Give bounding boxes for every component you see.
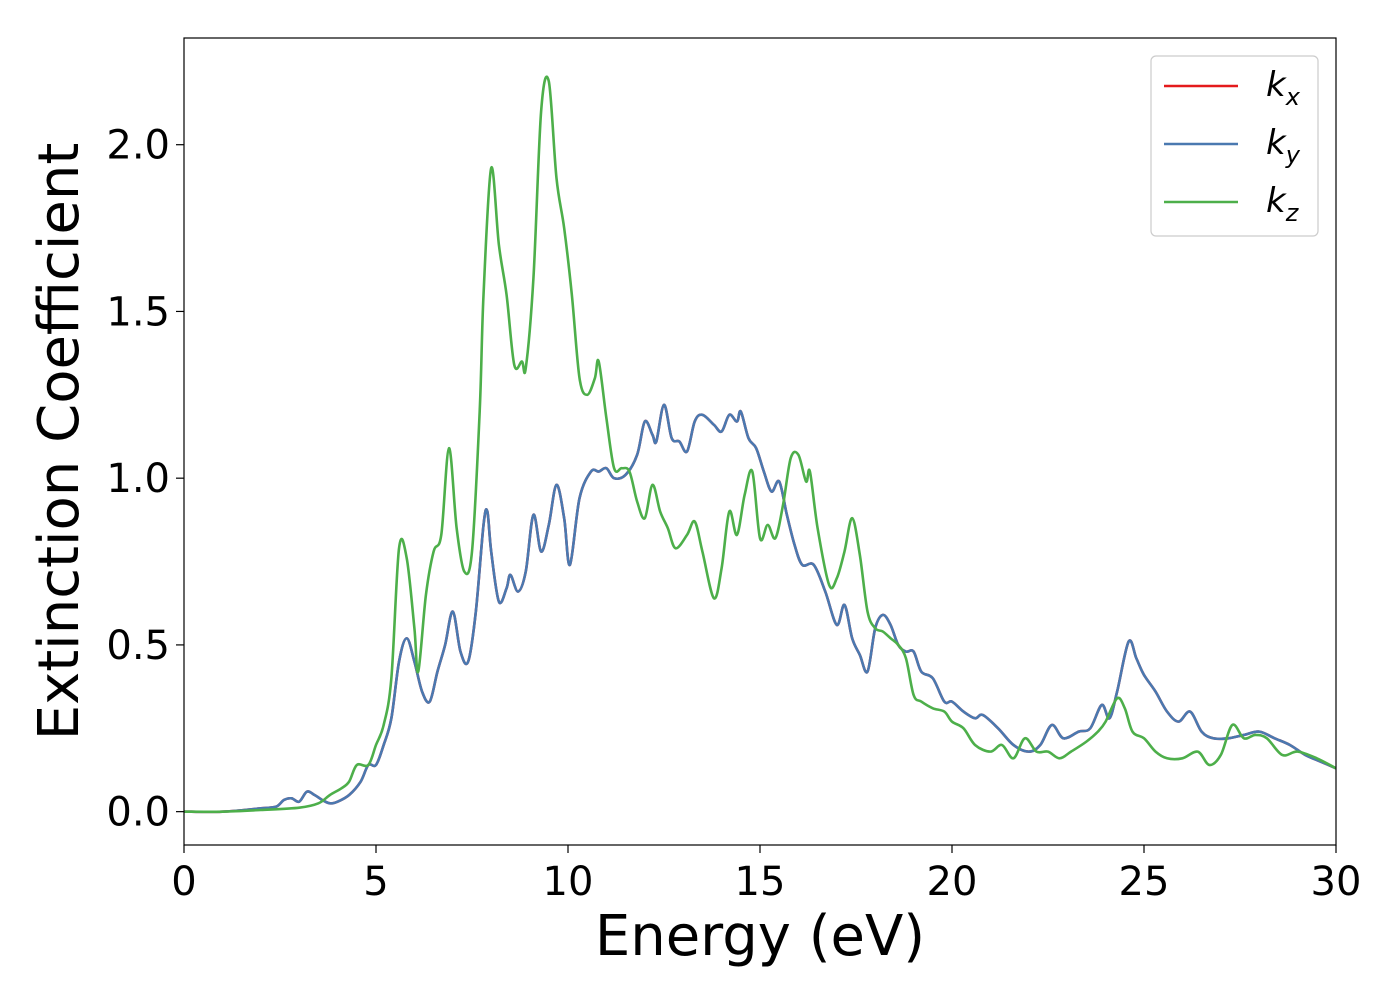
x-tick-label: 30	[1311, 859, 1362, 905]
y-tick-label: 0.0	[106, 790, 170, 836]
legend-label-kx: kx	[1266, 65, 1301, 111]
legend-label-main: k	[1266, 181, 1287, 221]
y-tick-label: 1.5	[106, 289, 170, 335]
x-tick-label: 5	[363, 859, 388, 905]
x-tick-label: 10	[543, 859, 594, 905]
series-line-ky	[184, 403, 1336, 814]
y-tick-label: 0.5	[106, 623, 170, 669]
legend-label-main: k	[1266, 65, 1287, 105]
x-axis-ticks: 0 5 10 15 20 25 30	[171, 845, 1361, 905]
plot-lines	[184, 75, 1336, 814]
legend-label-kz: kz	[1266, 181, 1300, 227]
y-axis-title: Extinction Coefficient	[27, 143, 92, 741]
series-line-kx	[184, 403, 1336, 814]
y-axis-ticks: 0.0 0.5 1.0 1.5 2.0	[106, 123, 184, 836]
x-tick-label: 20	[927, 859, 978, 905]
x-tick-label: 15	[735, 859, 786, 905]
legend-label-subscript: z	[1285, 199, 1300, 227]
legend-label-ky: ky	[1266, 123, 1301, 169]
x-axis-title: Energy (eV)	[595, 904, 925, 969]
legend-label-subscript: y	[1285, 141, 1301, 169]
legend-label-subscript: x	[1285, 83, 1301, 111]
x-tick-label: 25	[1119, 859, 1170, 905]
legend-label-main: k	[1266, 123, 1287, 163]
series-line-kz	[184, 75, 1336, 814]
x-tick-label: 0	[171, 859, 196, 905]
y-tick-label: 2.0	[106, 123, 170, 169]
y-tick-label: 1.0	[106, 456, 170, 502]
legend-box	[1150, 55, 1319, 237]
